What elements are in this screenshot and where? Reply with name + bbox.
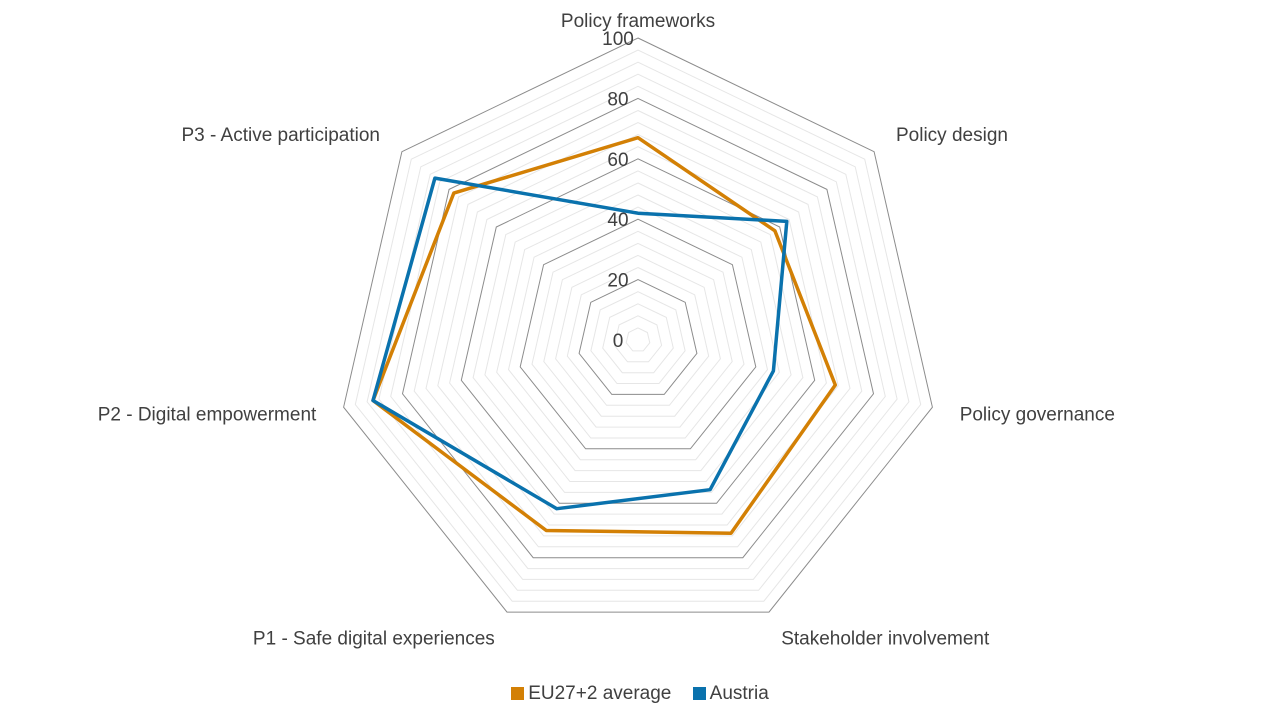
radar-grid <box>343 37 933 613</box>
grid-ring-minor <box>507 206 769 461</box>
axis-label: Stakeholder involvement <box>781 628 990 649</box>
grid-ring-major <box>343 37 933 613</box>
radar-axis-labels: Policy frameworks Policy design Policy gov… <box>98 11 1115 649</box>
grid-ring-minor <box>378 73 898 580</box>
grid-ring-minor <box>484 182 792 482</box>
tick-label: 60 <box>607 150 628 171</box>
legend-item-series-0: EU27+2 average <box>511 683 671 705</box>
grid-ring-minor <box>413 109 863 548</box>
grid-ring-major <box>460 158 816 504</box>
grid-ring-minor <box>602 303 674 374</box>
series-line-0 <box>371 135 838 535</box>
grid-ring-minor <box>555 254 721 417</box>
grid-ring-minor <box>425 122 851 537</box>
grid-ring-minor <box>390 85 886 570</box>
grid-ring-minor <box>543 242 733 428</box>
grid-ring-minor <box>566 266 710 406</box>
axis-label: Policy design <box>896 125 1008 146</box>
axis-label: P1 - Safe digital experiences <box>253 628 495 649</box>
grid-ring-minor <box>472 170 804 493</box>
legend-label-series-1: Austria <box>709 683 769 704</box>
radar-series <box>371 135 838 535</box>
grid-ring-minor <box>531 230 745 439</box>
grid-ring-major <box>578 279 698 395</box>
radar-tick-labels: 0 20 40 60 80 100 <box>602 29 634 352</box>
grid-ring-minor <box>366 61 910 591</box>
grid-ring-minor <box>496 194 780 472</box>
grid-ring-minor <box>354 49 922 602</box>
legend-swatch-series-0 <box>511 687 525 700</box>
axis-label: P2 - Digital empowerment <box>98 404 317 425</box>
axis-label: Policy frameworks <box>561 11 715 32</box>
grid-ring-minor <box>437 134 839 526</box>
axis-label: Policy governance <box>960 404 1115 425</box>
tick-label: 40 <box>607 210 628 231</box>
tick-label: 100 <box>602 29 634 50</box>
grid-ring-minor <box>625 327 651 352</box>
legend-swatch-series-1 <box>692 687 706 700</box>
grid-ring-minor <box>449 146 827 515</box>
legend: EU27+2 average Austria <box>0 683 1280 705</box>
tick-label: 80 <box>607 89 628 110</box>
grid-ring-minor <box>590 291 686 384</box>
axis-label: P3 - Active participation <box>181 125 380 146</box>
tick-label: 20 <box>607 271 628 292</box>
series-line-1 <box>371 176 789 511</box>
legend-label-series-0: EU27+2 average <box>528 683 672 704</box>
legend-item-series-1: Austria <box>692 683 769 705</box>
tick-label: 0 <box>613 331 624 352</box>
grid-ring-major <box>519 218 757 450</box>
grid-ring-minor <box>613 315 663 363</box>
